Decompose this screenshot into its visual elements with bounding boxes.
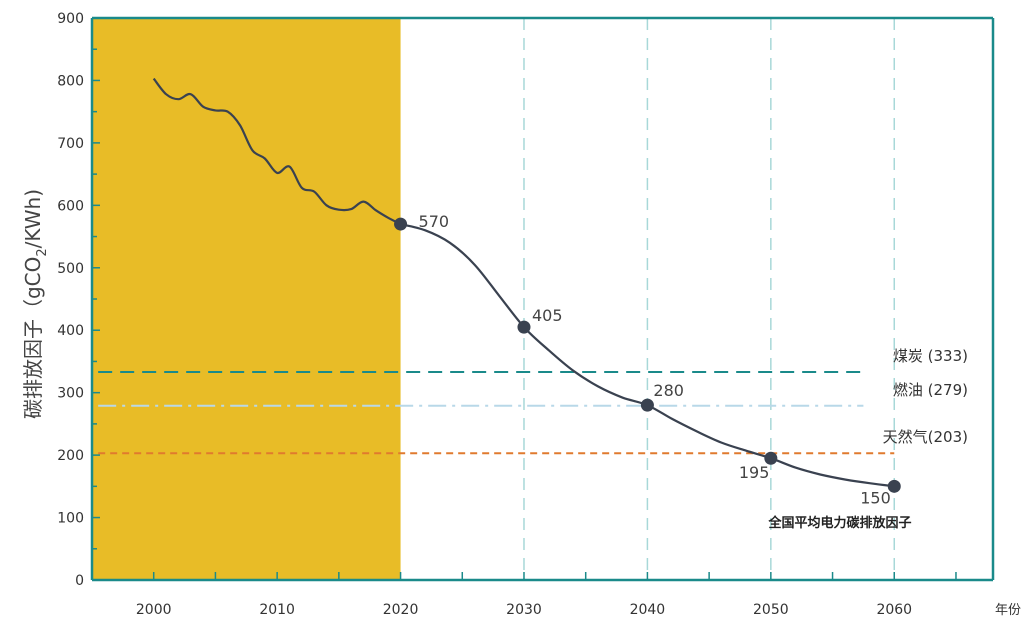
- y-axis-label: 碳排放因子（gCO2/KWh): [21, 189, 50, 419]
- y-tick-label-100: 100: [57, 511, 84, 527]
- labels: 煤炭 (333) 燃油 (279) 天然气(203) 0 100 200 300 400 500…: [21, 11, 1021, 618]
- series-line-history: [152, 77, 402, 226]
- series-note: 全国平均电力碳排放因子: [767, 515, 911, 531]
- point-2030: [517, 320, 531, 334]
- x-tick-label-2020: 2020: [383, 602, 419, 618]
- y-tick-label-600: 600: [57, 198, 84, 214]
- y-tick-label-500: 500: [57, 261, 84, 277]
- point-label-2020: 570: [419, 212, 450, 231]
- y-axis-label-subscript: 2: [35, 248, 50, 256]
- historical-shaded-region: [92, 18, 401, 580]
- y-tick-label-400: 400: [57, 323, 84, 339]
- x-unit-label: 年份: [995, 603, 1021, 618]
- vertical-gridlines: [523, 18, 896, 580]
- point-label-2050: 195: [739, 463, 770, 482]
- shaded-region-historical: [92, 18, 401, 580]
- point-2060: [887, 479, 901, 493]
- y-tick-label-0: 0: [75, 573, 84, 589]
- series-emission-factor: [152, 77, 901, 493]
- point-label-2030: 405: [532, 306, 563, 325]
- y-axis-label-main: 碳排放因子（gCO: [21, 257, 45, 419]
- x-tick-label-2000: 2000: [136, 602, 172, 618]
- y-tick-label-700: 700: [57, 136, 84, 152]
- y-tick-label-200: 200: [57, 448, 84, 464]
- y-axis-label-tail: /KWh): [21, 189, 45, 248]
- point-2040: [640, 398, 654, 412]
- reference-lines: [98, 371, 895, 455]
- point-label-2040: 280: [653, 381, 684, 400]
- x-tick-label-2040: 2040: [630, 602, 666, 618]
- point-2050: [764, 451, 778, 465]
- x-tick-label-2060: 2060: [876, 602, 912, 618]
- y-tick-label-900: 900: [57, 11, 84, 27]
- y-tick-label-300: 300: [57, 386, 84, 402]
- axes: [90, 16, 995, 582]
- x-tick-label-2030: 2030: [506, 602, 542, 618]
- point-2020: [394, 217, 408, 231]
- x-tick-label-2050: 2050: [753, 602, 789, 618]
- reference-label-0: 煤炭 (333): [893, 347, 968, 365]
- point-label-2060: 150: [860, 488, 891, 507]
- reference-label-1: 燃油 (279): [893, 381, 968, 399]
- y-tick-label-800: 800: [57, 73, 84, 89]
- reference-label-2: 天然气(203): [883, 428, 968, 446]
- x-tick-label-2010: 2010: [259, 602, 295, 618]
